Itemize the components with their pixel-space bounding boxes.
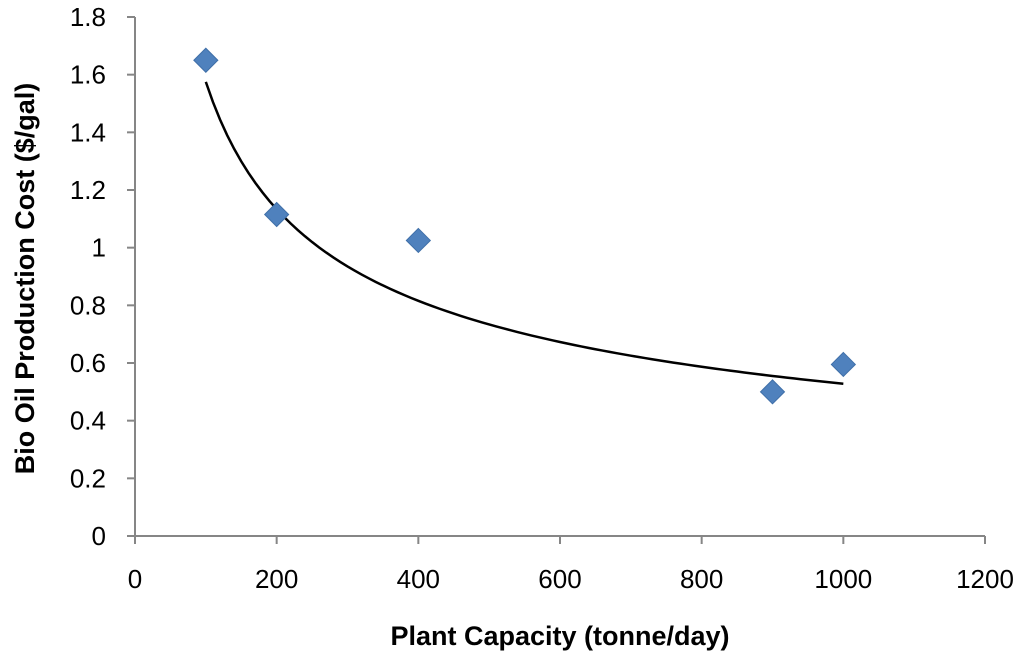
data-point-diamond xyxy=(830,351,857,378)
axes xyxy=(134,17,985,537)
x-tick-label: 200 xyxy=(255,564,298,594)
x-tick-label: 1200 xyxy=(956,564,1014,594)
y-ticks: 0 0.2 0.4 0.6 0.8 1 1.2 1.4 1.6 1.8 xyxy=(70,2,135,551)
y-tick-label: 1.6 xyxy=(70,60,106,90)
y-tick-label: 1.4 xyxy=(70,117,106,147)
data-point-diamond xyxy=(193,47,219,73)
x-axis-title: Plant Capacity (tonne/day) xyxy=(390,621,729,651)
x-tick-label: 800 xyxy=(680,564,723,594)
y-tick-label: 1 xyxy=(92,233,106,263)
y-tick-label: 0.6 xyxy=(70,348,106,378)
y-axis-title: Bio Oil Production Cost ($/gal) xyxy=(10,83,40,475)
y-tick-label: 1.8 xyxy=(70,2,106,32)
y-tick-label: 0 xyxy=(92,521,106,551)
data-points xyxy=(193,47,857,405)
data-point-diamond xyxy=(405,227,432,254)
data-point-diamond xyxy=(263,201,290,228)
x-tick-label: 0 xyxy=(128,564,142,594)
y-tick-label: 1.2 xyxy=(70,175,106,205)
data-point-diamond xyxy=(759,379,786,405)
x-tick-label: 1000 xyxy=(814,564,872,594)
x-ticks: 0 200 400 600 800 1000 1200 xyxy=(128,536,1014,594)
y-tick-label: 0.2 xyxy=(70,463,106,493)
trendline xyxy=(204,81,844,386)
x-tick-label: 400 xyxy=(397,564,440,594)
trendline-group xyxy=(204,81,844,386)
y-tick-label: 0.8 xyxy=(70,290,106,320)
x-tick-label: 600 xyxy=(538,564,581,594)
y-tick-label: 0.4 xyxy=(70,406,106,436)
